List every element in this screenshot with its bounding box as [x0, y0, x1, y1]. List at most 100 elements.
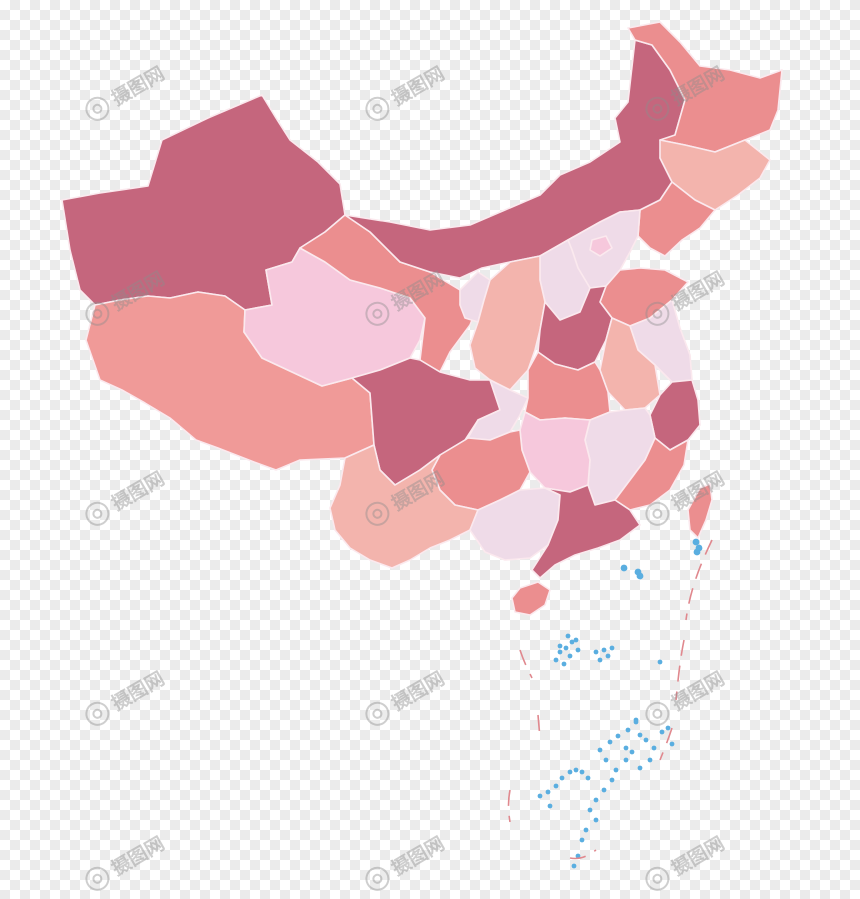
camera-icon: [645, 301, 670, 326]
island-dot: [657, 659, 663, 665]
camera-icon: [645, 96, 670, 121]
watermark-text: 摄图网: [387, 832, 448, 880]
island-dot: [651, 745, 657, 751]
camera-icon: [85, 501, 110, 526]
island-dot: [557, 649, 563, 655]
island-dot: [647, 757, 653, 763]
island-dot: [571, 863, 577, 869]
island-dot: [569, 639, 575, 645]
island-dot: [601, 647, 607, 653]
island-dot: [559, 775, 565, 781]
region-jilin: [659, 139, 771, 211]
island-dot: [597, 657, 603, 663]
nine-dash-line: [507, 539, 713, 860]
island-dot: [613, 767, 619, 773]
south-china-sea-islands: [537, 538, 703, 869]
watermark-text: 摄图网: [667, 667, 728, 715]
island-dot: [643, 737, 649, 743]
island-dot: [579, 837, 585, 843]
island-dot: [601, 787, 607, 793]
island-dot: [573, 767, 579, 773]
island-dot: [597, 747, 603, 753]
region-fujian: [614, 437, 689, 511]
island-dot: [603, 757, 609, 763]
island-dot: [637, 732, 643, 738]
island-dot: [623, 757, 629, 763]
watermark-text: 摄图网: [107, 62, 168, 110]
island-dot: [537, 793, 543, 799]
island-dot: [561, 661, 567, 667]
region-hunan: [519, 411, 591, 493]
island-dot: [567, 769, 573, 775]
watermark-text: 摄图网: [387, 667, 448, 715]
island-dot: [575, 853, 581, 859]
region-taiwan: [687, 483, 713, 539]
region-liaoning: [637, 181, 716, 257]
camera-icon: [85, 866, 110, 891]
watermark-text: 摄图网: [387, 62, 448, 110]
region-guangdong: [531, 484, 641, 579]
watermark: 摄图网: [645, 667, 728, 726]
island-dot: [565, 633, 571, 639]
camera-icon: [645, 866, 670, 891]
region-beijing: [589, 235, 613, 257]
camera-icon: [645, 701, 670, 726]
island-dot: [636, 572, 644, 580]
watermark: 摄图网: [85, 832, 168, 891]
island-dot: [692, 538, 700, 546]
watermark: 摄图网: [365, 667, 448, 726]
camera-icon: [85, 701, 110, 726]
watermark: 摄图网: [85, 467, 168, 526]
island-dot: [587, 807, 593, 813]
island-dot: [553, 657, 559, 663]
island-dot: [585, 775, 591, 781]
watermark: 摄图网: [85, 667, 168, 726]
watermark: 摄图网: [85, 62, 168, 121]
island-dot: [625, 727, 631, 733]
island-dot: [669, 741, 675, 747]
camera-icon: [365, 866, 390, 891]
island-dot: [583, 827, 589, 833]
island-dot: [605, 653, 611, 659]
camera-icon: [365, 701, 390, 726]
island-dot: [620, 564, 628, 572]
island-dot: [609, 777, 615, 783]
island-dot: [623, 745, 629, 751]
island-dot: [659, 729, 665, 735]
island-dot: [665, 725, 671, 731]
island-dot: [547, 803, 553, 809]
island-dot: [693, 548, 701, 556]
island-dot: [609, 645, 615, 651]
island-dot: [573, 637, 579, 643]
camera-icon: [85, 301, 110, 326]
camera-icon: [645, 501, 670, 526]
camera-icon: [365, 501, 390, 526]
island-dot: [553, 783, 559, 789]
watermark-text: 摄图网: [107, 467, 168, 515]
watermark-text: 摄图网: [667, 832, 728, 880]
island-dot: [567, 653, 573, 659]
watermark-text: 摄图网: [107, 832, 168, 880]
camera-icon: [365, 301, 390, 326]
watermark: 摄图网: [365, 62, 448, 121]
island-dot: [593, 649, 599, 655]
watermark-text: 摄图网: [107, 667, 168, 715]
island-dot: [593, 797, 599, 803]
watermark: 摄图网: [365, 832, 448, 891]
island-dot: [629, 749, 635, 755]
island-dot: [557, 643, 563, 649]
island-dot: [575, 647, 581, 653]
island-dot: [607, 739, 613, 745]
watermark-text: 摄图网: [667, 267, 728, 315]
watermark: 摄图网: [645, 832, 728, 891]
island-dot: [545, 789, 551, 795]
island-dot: [615, 733, 621, 739]
island-dot: [579, 769, 585, 775]
island-dot: [637, 765, 643, 771]
camera-icon: [85, 96, 110, 121]
camera-icon: [365, 96, 390, 121]
island-dot: [563, 645, 569, 651]
region-hainan: [511, 581, 551, 616]
island-dot: [633, 717, 639, 723]
